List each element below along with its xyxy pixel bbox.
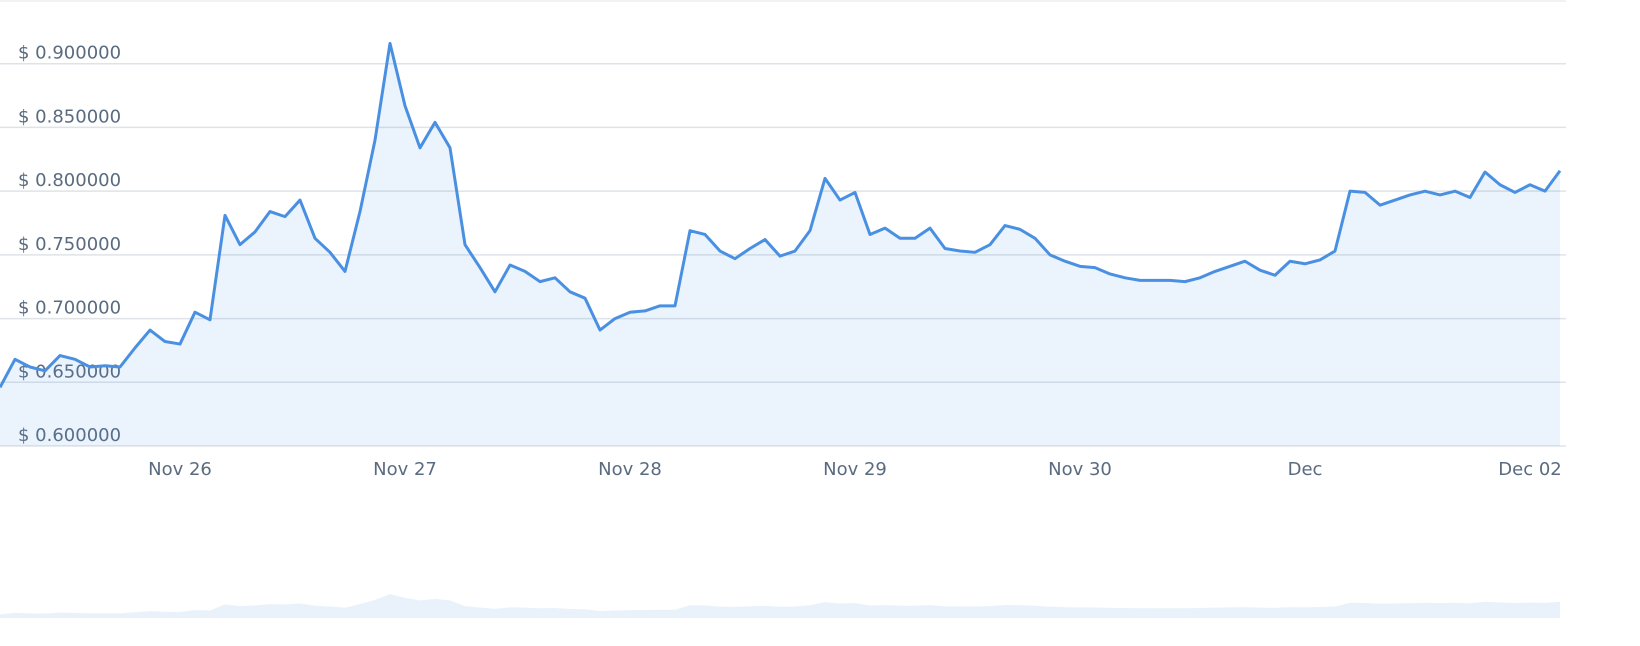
- area: [0, 43, 1560, 446]
- x-tick-label: Dec 02: [1498, 459, 1561, 480]
- y-tick-label: $ 0.900000: [18, 43, 121, 64]
- y-tick-label: $ 0.750000: [18, 234, 121, 255]
- x-tick-label: Dec: [1288, 459, 1323, 480]
- x-tick-label: Nov 30: [1048, 459, 1112, 480]
- y-tick-label: $ 0.850000: [18, 106, 121, 127]
- x-tick-label: Nov 26: [148, 459, 212, 480]
- y-tick-label: $ 0.700000: [18, 298, 121, 319]
- x-tick-label: Nov 28: [598, 459, 662, 480]
- y-tick-label: $ 0.800000: [18, 170, 121, 191]
- navigator-area: [0, 594, 1560, 618]
- y-tick-label: $ 0.600000: [18, 425, 121, 446]
- line: [0, 41, 1562, 389]
- x-tick-label: Nov 27: [373, 459, 437, 480]
- x-tick-label: Nov 29: [823, 459, 887, 480]
